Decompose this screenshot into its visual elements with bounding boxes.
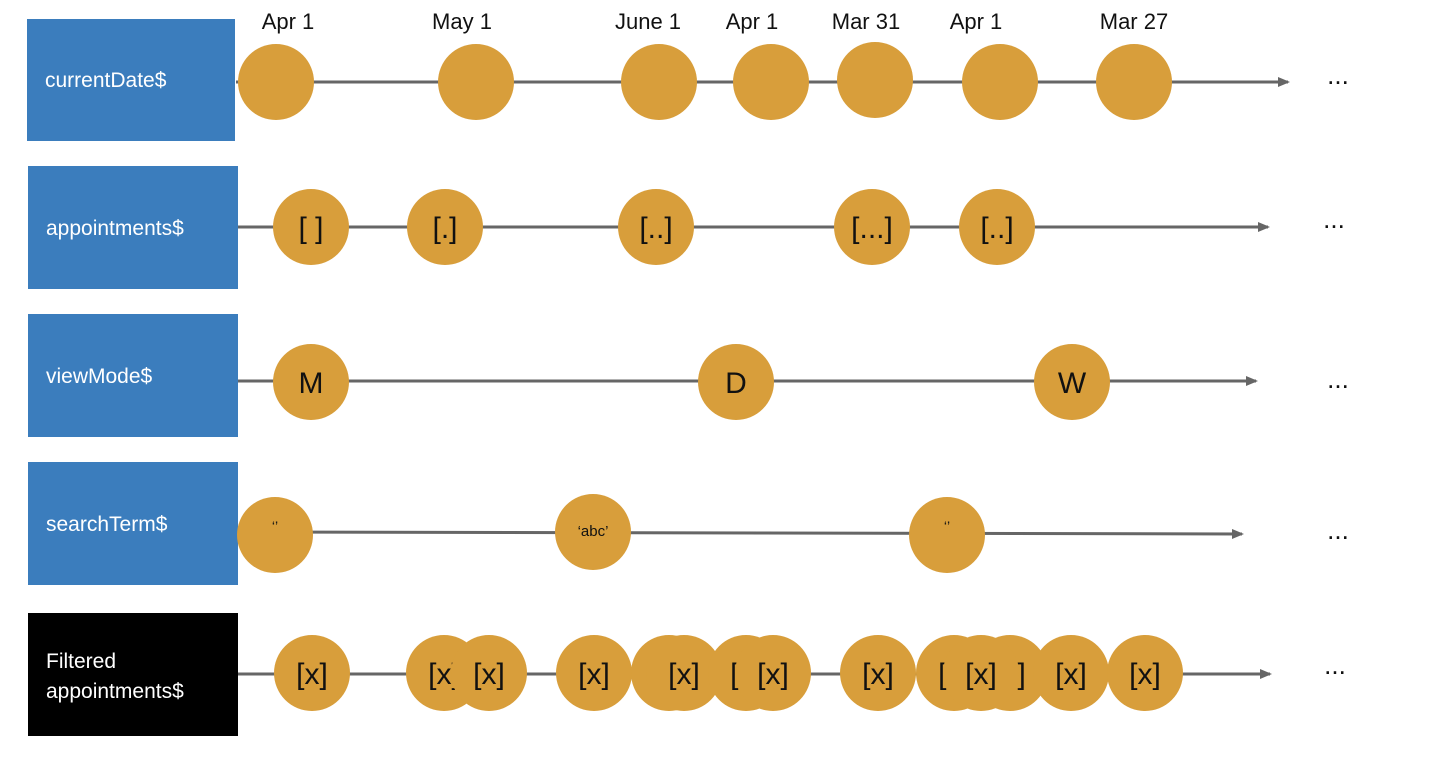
marble — [238, 44, 314, 120]
marble — [556, 635, 632, 711]
stream-label-line: Filtered — [46, 650, 116, 673]
stream-label-box — [28, 166, 238, 289]
marble — [909, 497, 985, 573]
marble-label: [x] — [862, 658, 894, 691]
stream-label-box — [28, 314, 238, 437]
marble-label: [ ] — [298, 212, 323, 245]
stream-row-view-mode: viewMode$ M D W ... — [28, 314, 1349, 437]
date-label: June 1 — [615, 9, 681, 34]
marble-label: [.] — [432, 212, 457, 245]
marble-label: [...] — [851, 212, 893, 245]
stream-label-box — [28, 462, 238, 585]
marble — [273, 344, 349, 420]
marble-label: [x] — [578, 658, 610, 691]
marble-label: [x] — [965, 658, 997, 691]
marble-label: [x] — [1055, 658, 1087, 691]
stream-label: appointments$ — [46, 217, 184, 240]
marble — [273, 189, 349, 265]
marble-label: ‘abc’ — [578, 523, 609, 540]
timeline-line — [237, 528, 1244, 539]
marble — [618, 189, 694, 265]
marble — [555, 494, 631, 570]
more-ellipsis: ... — [1323, 204, 1345, 234]
stream-label: viewMode$ — [46, 365, 153, 388]
stream-label-line: appointments$ — [46, 680, 184, 703]
more-ellipsis: ... — [1327, 60, 1349, 90]
marble — [646, 635, 722, 711]
stream-label: currentDate$ — [45, 69, 167, 92]
marble — [407, 189, 483, 265]
stream-row-current-date: currentDate$ ... — [27, 19, 1349, 141]
marble-label: [x] — [296, 658, 328, 691]
marble — [840, 635, 916, 711]
marble — [237, 497, 313, 573]
more-ellipsis: ... — [1324, 650, 1346, 680]
marble — [451, 635, 527, 711]
marble — [438, 44, 514, 120]
date-label: May 1 — [432, 9, 492, 34]
marble-label: M — [299, 367, 324, 400]
marble — [621, 44, 697, 120]
marble-label: [..] — [639, 212, 672, 245]
marble-label: W — [1058, 367, 1087, 400]
marble — [834, 189, 910, 265]
stream-label: searchTerm$ — [46, 513, 168, 536]
date-label: Apr 1 — [726, 9, 779, 34]
result-label-box — [28, 613, 238, 736]
marble — [962, 44, 1038, 120]
marble — [1034, 344, 1110, 420]
marble — [1033, 635, 1109, 711]
stream-label-box — [27, 19, 235, 141]
date-label: Mar 31 — [832, 9, 900, 34]
marble-label: [x] — [473, 658, 505, 691]
marble-label: D — [725, 367, 747, 400]
marble-label: [x] — [757, 658, 789, 691]
marble — [733, 44, 809, 120]
stream-row-appointments: appointments$ [ ] [.] [..] [...] [..] ..… — [28, 166, 1345, 289]
marble-label: [x] — [668, 658, 700, 691]
more-ellipsis: ... — [1327, 515, 1349, 545]
marble — [1107, 635, 1183, 711]
date-label: Apr 1 — [950, 9, 1003, 34]
marble — [943, 635, 1019, 711]
stream-row-filtered-appointments: Filtered appointments$ [x] [x] [x] [x] [… — [28, 613, 1346, 736]
marble-label: [x] — [1129, 658, 1161, 691]
date-labels: Apr 1 May 1 June 1 Apr 1 Mar 31 Apr 1 Ma… — [262, 9, 1169, 34]
marble-label: [..] — [980, 212, 1013, 245]
marble — [959, 189, 1035, 265]
marble — [698, 344, 774, 420]
marble-label: ‘’ — [944, 518, 950, 534]
marble — [837, 42, 913, 118]
more-ellipsis: ... — [1327, 364, 1349, 394]
marble — [1096, 44, 1172, 120]
marble — [735, 635, 811, 711]
stream-row-search-term: searchTerm$ ‘’ ‘abc’ ‘’ ... — [28, 462, 1349, 585]
marble-label: ‘’ — [272, 518, 278, 534]
marble — [274, 635, 350, 711]
date-label: Mar 27 — [1100, 9, 1168, 34]
date-label: Apr 1 — [262, 9, 315, 34]
